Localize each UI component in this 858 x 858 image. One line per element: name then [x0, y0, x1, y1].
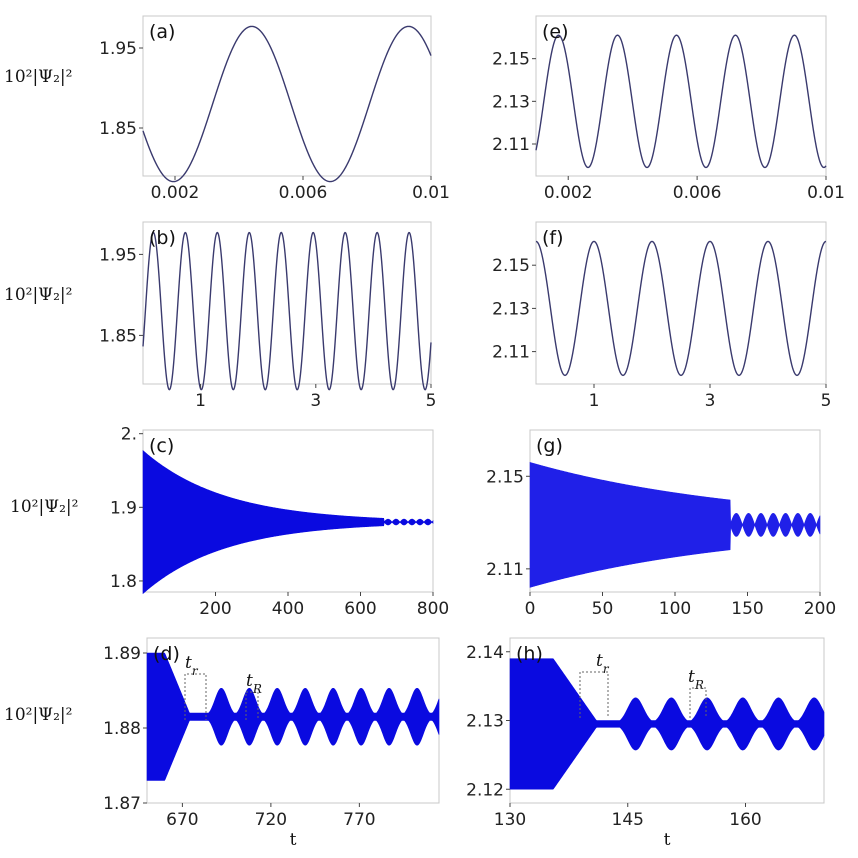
axes-frame: [535, 15, 827, 177]
y-tick-label: 2.13: [492, 92, 530, 112]
panel-c: 1.8 1.9 2. 200 400 600 800 (c) 10²|Ψ₂|²: [10, 425, 449, 619]
x-tick-label: 5: [426, 391, 437, 411]
y-tick-label: 1.85: [99, 326, 137, 346]
y-tick-label: 1.9: [110, 498, 137, 518]
x-tick-label: 770: [343, 810, 375, 830]
y-axis-label: 10²|Ψ₂|²: [4, 705, 72, 725]
series-line: [142, 231, 432, 391]
x-tick-label: 100: [659, 599, 691, 619]
y-axis-label: 10²|Ψ₂|²: [4, 285, 72, 305]
y-tick-label: 1.85: [99, 119, 137, 139]
y-axis-label: 10²|Ψ₂|²: [4, 67, 72, 87]
x-tick-label: 0.006: [673, 183, 722, 203]
annotation-bracket: [579, 671, 609, 718]
panel-e: 2.11 2.13 2.15 0.002 0.006 0.01 (e): [492, 15, 845, 203]
axes-frame: [142, 15, 432, 177]
y-tick-label: 1.95: [99, 39, 137, 59]
panel-label: (f): [542, 227, 564, 249]
y-tick-label: 2.15: [492, 256, 530, 276]
series-line: [142, 25, 432, 183]
y-tick-label: 1.89: [103, 644, 141, 664]
annotation-subscript: r: [192, 664, 199, 678]
y-tick-label: 2.13: [492, 299, 530, 319]
y-tick-label: 1.95: [99, 245, 137, 265]
x-tick-label: 3: [705, 391, 716, 411]
panel-label: (h): [516, 643, 543, 665]
y-tick-label: 2.15: [492, 50, 530, 70]
annotation-subscript: r: [603, 662, 610, 676]
y-tick-label: 1.87: [103, 794, 141, 814]
panel-label: (d): [153, 643, 180, 665]
x-axis-label: t: [664, 830, 671, 850]
x-tick-label: 130: [494, 810, 526, 830]
x-tick-label: 1: [589, 391, 600, 411]
panel-b: 1.85 1.95 1 3 5 (b) 10²|Ψ₂|²: [4, 221, 437, 411]
panel-g: 2.11 2.15 0 50 100 150 200 (g): [486, 429, 836, 619]
x-tick-label: 150: [731, 599, 763, 619]
y-tick-label: 2.14: [466, 643, 504, 663]
x-tick-label: 145: [612, 810, 644, 830]
x-tick-label: 0: [525, 599, 536, 619]
x-tick-label: 160: [729, 810, 761, 830]
y-axis-label: 10²|Ψ₂|²: [10, 497, 78, 517]
annotation-bracket: [184, 673, 207, 720]
y-tick-label: 2.15: [486, 467, 524, 487]
axes-frame: [535, 221, 827, 385]
x-tick-label: 5: [821, 391, 832, 411]
x-tick-label: 0.006: [279, 183, 328, 203]
annotation-subscript: R: [252, 682, 262, 696]
panel-label: (c): [149, 435, 174, 457]
x-tick-label: 200: [199, 599, 231, 619]
panel-a: 1.85 1.95 0.002 0.006 0.01 (a) 10²|Ψ₂|²: [4, 15, 450, 203]
x-tick-label: 670: [166, 810, 198, 830]
y-tick-label: 1.8: [110, 572, 137, 592]
panel-label: (a): [149, 21, 175, 43]
series-line: [535, 240, 827, 377]
panel-label: (g): [536, 435, 563, 457]
x-tick-label: 0.002: [151, 183, 200, 203]
panel-label: (e): [542, 21, 569, 43]
y-tick-label: 2.11: [492, 343, 530, 363]
x-tick-label: 600: [344, 599, 376, 619]
x-tick-label: 720: [255, 810, 287, 830]
x-tick-label: 0.01: [412, 183, 450, 203]
x-tick-label: 0.01: [807, 183, 845, 203]
y-tick-label: 2.11: [486, 560, 524, 580]
x-tick-label: 800: [417, 599, 449, 619]
y-tick-label: 2.13: [466, 712, 504, 732]
y-tick-label: 2.11: [492, 135, 530, 155]
x-tick-label: 200: [804, 599, 836, 619]
y-tick-label: 2.: [121, 425, 137, 445]
y-tick-label: 2.12: [466, 780, 504, 800]
y-tick-label: 1.88: [103, 719, 141, 739]
annotation-bracket: [689, 687, 707, 718]
x-tick-label: 1: [195, 391, 206, 411]
x-tick-label: 3: [310, 391, 321, 411]
axes-frame: [142, 221, 432, 385]
annotation-bracket: [245, 691, 259, 720]
x-tick-label: 400: [272, 599, 304, 619]
x-tick-label: 0.002: [544, 183, 593, 203]
annotation-subscript: R: [694, 678, 704, 692]
x-tick-label: 50: [592, 599, 614, 619]
panel-f: 2.11 2.13 2.15 1 3 5 (f): [492, 221, 832, 411]
panel-label: (b): [149, 227, 176, 249]
series-line: [535, 34, 827, 169]
x-axis-label: t: [290, 830, 297, 850]
